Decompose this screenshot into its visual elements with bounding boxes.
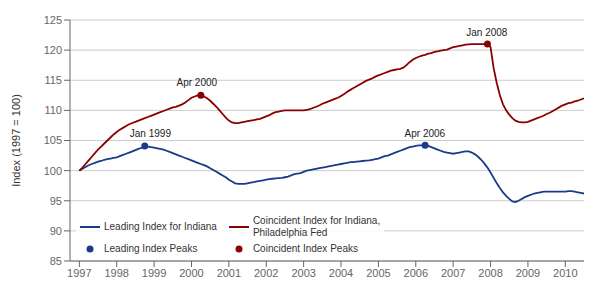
svg-text:1999: 1999 [142,267,166,279]
svg-text:Apr 2000: Apr 2000 [177,77,218,88]
svg-text:2008: 2008 [478,267,502,279]
svg-text:2007: 2007 [441,267,465,279]
svg-text:125: 125 [44,14,62,26]
html-text:Coincident Index for Indiana,: Coincident Index for Indiana, Philadelph… [252,215,381,238]
svg-text:2006: 2006 [404,267,428,279]
html-text:Leading Index for Indiana: Leading Index for Indiana [104,221,217,232]
svg-text:2000: 2000 [179,267,203,279]
svg-text:100: 100 [44,165,62,177]
svg-text:2004: 2004 [329,267,353,279]
svg-text:2010: 2010 [553,267,577,279]
svg-text:115: 115 [44,74,62,86]
svg-text:2003: 2003 [291,267,315,279]
svg-text:110: 110 [44,104,62,116]
svg-text:2009: 2009 [516,267,540,279]
svg-text:1998: 1998 [104,267,128,279]
svg-text:120: 120 [44,44,62,56]
svg-text:90: 90 [50,225,62,237]
svg-text:Jan 1999: Jan 1999 [130,128,172,139]
svg-text:105: 105 [44,134,62,146]
svg-text:85: 85 [50,255,62,267]
svg-text:Apr 2006: Apr 2006 [405,128,446,139]
svg-text:Index (1997 = 100): Index (1997 = 100) [10,94,22,187]
html-text:Leading Index Peaks: Leading Index Peaks [104,243,198,254]
svg-text:2001: 2001 [217,267,241,279]
svg-text:2005: 2005 [366,267,390,279]
svg-text:Jan 2008: Jan 2008 [466,27,508,38]
svg-text:2002: 2002 [254,267,278,279]
svg-text:95: 95 [50,195,62,207]
svg-text:1997: 1997 [67,267,91,279]
html-text:Coincident Index Peaks: Coincident Index Peaks [252,243,358,254]
